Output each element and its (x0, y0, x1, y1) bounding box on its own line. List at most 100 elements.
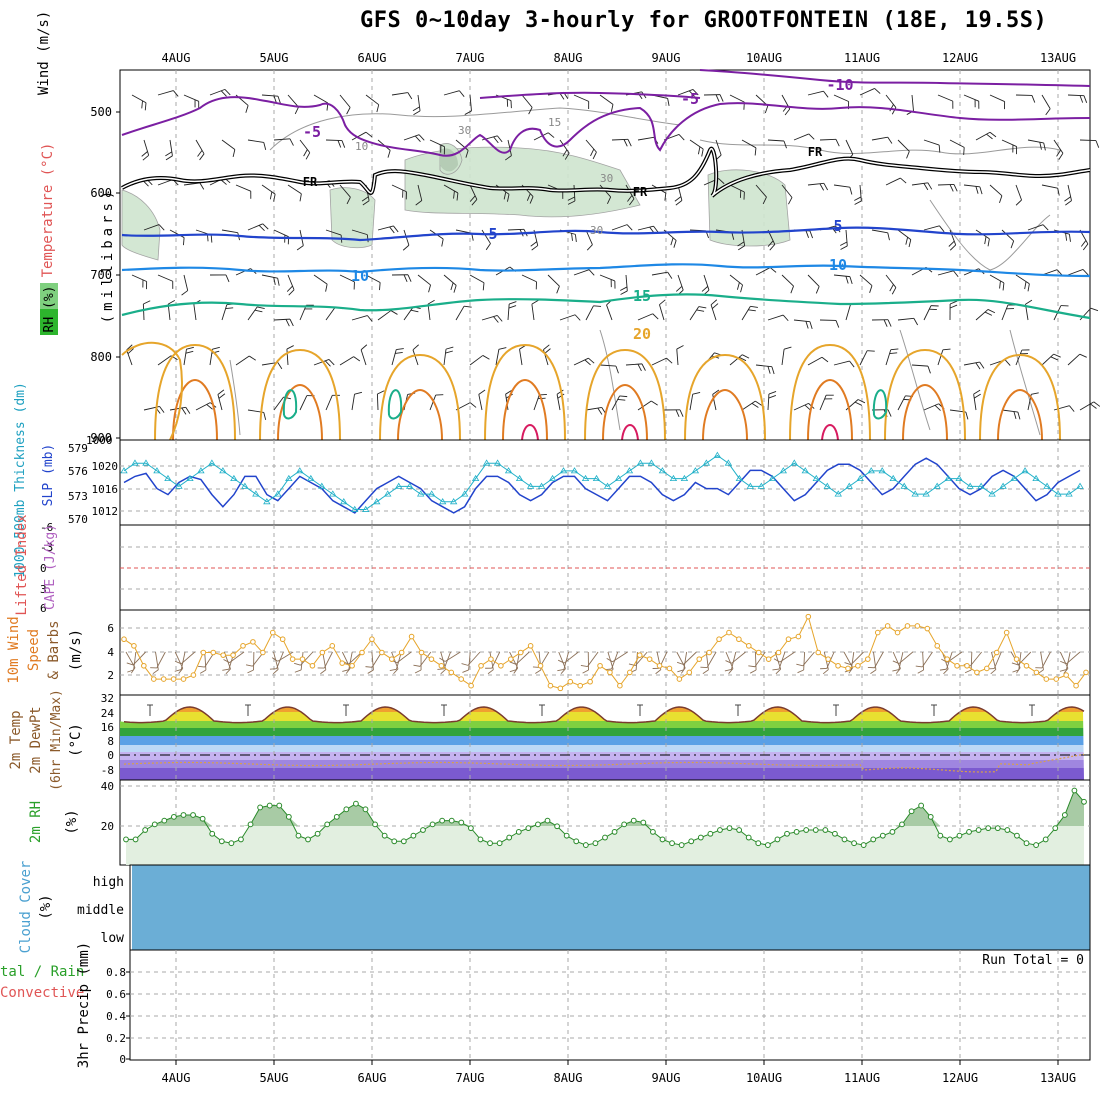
barb-flag (731, 232, 735, 240)
temp-band (120, 736, 1084, 745)
wind10-marker (765, 656, 772, 662)
barb-flag (768, 391, 777, 395)
barb-staff (313, 94, 329, 104)
thickness-marker (252, 490, 260, 497)
barb-flag (407, 92, 413, 100)
wind10-barb (557, 651, 570, 672)
barb-staff (531, 304, 535, 321)
wind-barb (429, 394, 444, 411)
barb-flag (724, 669, 732, 672)
wind-barb (417, 274, 431, 293)
thickness-marker (362, 505, 370, 512)
barb-flag (303, 149, 308, 157)
temp2m-tick: -8 (101, 764, 114, 777)
barb-staff (469, 274, 485, 284)
barb-flag (556, 286, 560, 294)
wind10-marker (646, 656, 653, 662)
rh-contour (699, 139, 1061, 155)
wind-barb (469, 184, 478, 206)
wind-barb (169, 406, 191, 415)
wind-barb (247, 223, 269, 231)
wind-barb (391, 348, 404, 366)
date-label-top: 12AUG (942, 51, 978, 65)
contour-plus25 (807, 378, 853, 441)
barb-flag (975, 362, 981, 370)
barb-flag (641, 363, 646, 371)
barb-flag (547, 132, 555, 138)
contour-plus30 (621, 424, 639, 441)
barb-staff (126, 349, 133, 366)
rh2m-marker (391, 838, 398, 845)
barb-flag (987, 238, 990, 247)
barb-flag (560, 668, 566, 675)
barb-flag (389, 668, 397, 671)
barb-staff (683, 651, 688, 670)
thickness-marker (460, 490, 469, 497)
wind-barb (741, 400, 762, 411)
rh2m-marker (669, 840, 675, 847)
wind10-marker (904, 623, 911, 629)
wind10-marker (825, 656, 831, 662)
rh2m-marker (535, 821, 541, 828)
wind10-marker (339, 660, 345, 666)
wind-barb (975, 131, 997, 141)
barb-staff (391, 349, 397, 366)
wind10-barb (655, 651, 662, 675)
barb-flag (775, 668, 781, 675)
thickness-marker (548, 474, 557, 482)
rh2m-marker (927, 813, 934, 820)
barb-staff (689, 394, 694, 411)
wind-barb (455, 229, 474, 241)
barb-staff (606, 304, 613, 321)
barb-flag (626, 224, 633, 231)
barb-flag (797, 669, 804, 674)
barb-staff (247, 223, 263, 231)
barb-staff (180, 651, 196, 665)
wind-barb (443, 90, 465, 97)
wind10-barb (174, 651, 186, 672)
rh2m-marker (190, 812, 196, 818)
wind10-tick: 6 (107, 622, 114, 635)
barb-staff (286, 349, 289, 366)
wind-barb (339, 184, 351, 205)
barb-flag (530, 241, 538, 247)
barb-staff (563, 651, 579, 664)
barb-flag (974, 99, 976, 108)
barb-staff (403, 306, 414, 321)
barb-staff (443, 274, 457, 286)
barb-staff (1015, 184, 1022, 201)
wind-barb (689, 392, 701, 411)
barb-staff (412, 349, 419, 366)
wind10-marker (894, 629, 901, 636)
barb-flag (557, 659, 565, 664)
barb-flag (360, 344, 368, 351)
barb-flag (805, 321, 809, 329)
wind10-barb (317, 651, 333, 669)
rh2m-marker (650, 829, 656, 835)
thickness-marker (999, 482, 1007, 489)
precip-tick: 0 (119, 1053, 126, 1066)
barb-flag (715, 94, 720, 102)
wind10-marker (428, 656, 435, 662)
wind-barb (885, 274, 897, 295)
wind10-barb (223, 651, 245, 663)
barb-staff (371, 651, 374, 670)
barb-staff (533, 394, 540, 411)
barb-staff (403, 134, 420, 141)
contour-plus20 (379, 353, 461, 441)
barb-flag (927, 182, 933, 190)
contour-label: FR (303, 175, 318, 189)
wind-barb (1027, 224, 1049, 231)
date-label-bottom: 9AUG (652, 1071, 681, 1085)
wind-barb (1001, 409, 1021, 420)
barb-flag (249, 355, 256, 361)
wind-barb (377, 139, 391, 158)
wind10-marker (488, 656, 494, 662)
barb-staff (287, 274, 295, 290)
barb-flag (1004, 101, 1006, 110)
wind-barb (195, 229, 213, 243)
temp-bands (120, 707, 1084, 780)
wind-barb (949, 300, 958, 321)
barb-flag (590, 148, 595, 157)
wind10-marker (1003, 629, 1010, 636)
